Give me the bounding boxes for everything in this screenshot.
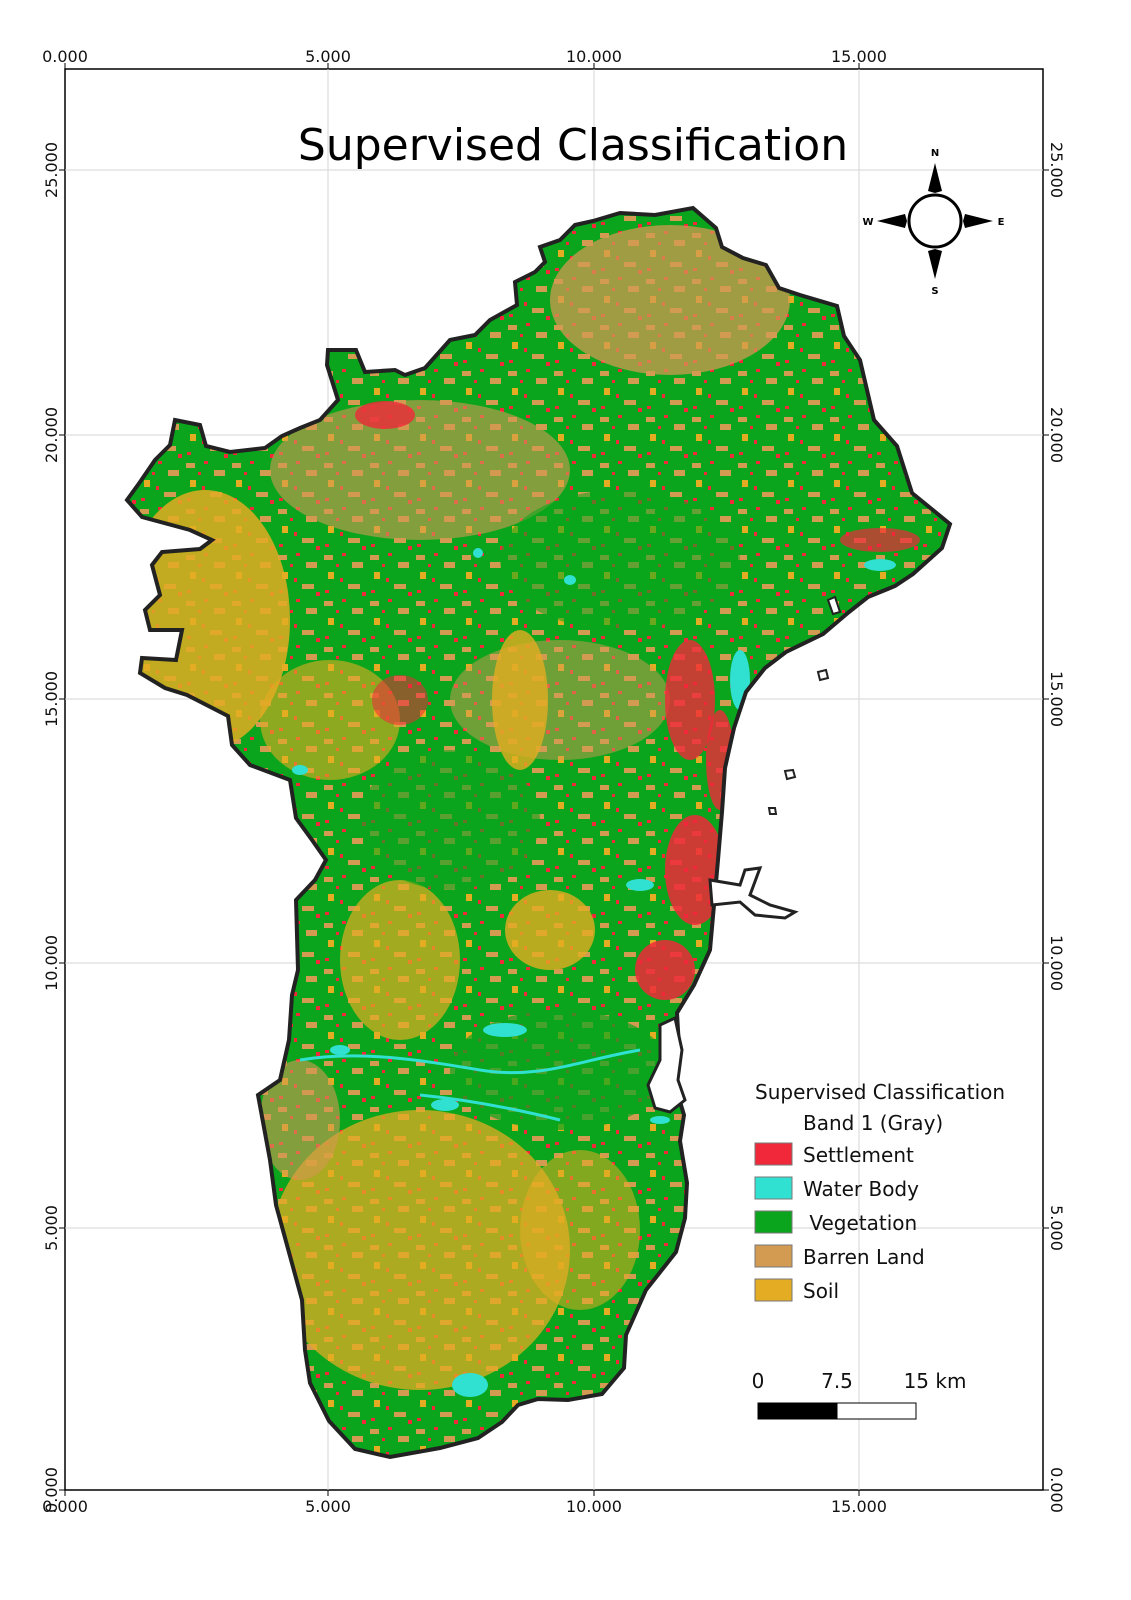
legend-title: Supervised Classification — [755, 1080, 1005, 1104]
vegetation-zone — [360, 750, 540, 890]
legend-swatch — [754, 1176, 793, 1200]
vegetation-zone — [500, 490, 740, 630]
map-title: Supervised Classification — [298, 120, 848, 171]
island — [767, 807, 778, 815]
water-body — [292, 765, 308, 775]
left-tick-labels: 25.000 20.000 15.000 10.000 5.000 0.000 — [42, 142, 61, 1513]
legend-label: Barren Land — [803, 1245, 925, 1269]
top-tick-label: 5.000 — [305, 47, 351, 66]
compass-n-label: N — [931, 148, 939, 159]
vegetation-zone — [450, 1010, 670, 1130]
compass-east-point — [963, 214, 993, 228]
legend-swatch — [754, 1244, 793, 1268]
left-tick-label: 20.000 — [42, 407, 61, 463]
compass-circle — [907, 193, 963, 249]
scale-bar: 0 7.5 15 km — [752, 1369, 967, 1420]
bottom-tick-label: 15.000 — [831, 1497, 887, 1516]
water-body — [483, 1023, 527, 1037]
island — [783, 768, 797, 781]
scale-label-mid: 7.5 — [821, 1369, 853, 1393]
settlement-zone — [635, 940, 695, 1000]
right-tick-labels: 25.000 20.000 15.000 10.000 5.000 0.000 — [1047, 142, 1066, 1513]
compass-north-point — [928, 163, 942, 193]
water-body — [452, 1373, 488, 1397]
legend-label: Soil — [803, 1279, 839, 1303]
legend-label: Settlement — [803, 1143, 914, 1167]
scale-bar-white-segment — [836, 1402, 917, 1420]
water-body — [626, 879, 654, 891]
barren-land-zone — [450, 640, 670, 760]
scale-label-0: 0 — [752, 1369, 765, 1393]
bottom-tick-labels: 0.000 5.000 10.000 15.000 — [42, 1497, 887, 1516]
legend: Supervised Classification Band 1 (Gray) … — [754, 1080, 1005, 1303]
compass-rose: N S E W — [862, 148, 1004, 297]
legend-swatch — [754, 1278, 793, 1302]
top-tick-labels: 0.000 5.000 10.000 15.000 — [42, 47, 887, 66]
legend-items: Settlement Water Body Vegetation Barren La… — [754, 1142, 925, 1303]
soil-zone — [260, 660, 400, 780]
left-tick-label: 0.000 — [42, 1467, 61, 1513]
compass-south-point — [928, 249, 942, 279]
compass-west-point — [877, 214, 907, 228]
compass-s-label: S — [931, 286, 938, 297]
compass-e-label: E — [998, 217, 1005, 228]
barren-land-zone — [550, 225, 790, 375]
right-tick-label: 5.000 — [1047, 1205, 1066, 1251]
island — [816, 668, 830, 682]
settlement-zone — [665, 640, 715, 760]
left-tick-label: 15.000 — [42, 671, 61, 727]
water-body — [864, 559, 896, 571]
soil-zone — [270, 1110, 570, 1390]
bottom-tick-label: 10.000 — [566, 1497, 622, 1516]
bottom-tick-label: 0.000 — [42, 1497, 88, 1516]
soil-zone — [340, 880, 460, 1040]
legend-subtitle: Band 1 (Gray) — [803, 1111, 943, 1135]
river — [419, 1093, 561, 1122]
right-tick-label: 25.000 — [1047, 142, 1066, 198]
tick-marks — [59, 63, 1049, 1496]
settlement-zone — [355, 401, 415, 429]
settlement-zone — [372, 675, 428, 725]
legend-label: Vegetation — [803, 1211, 917, 1235]
settlement-zone — [840, 528, 920, 552]
river — [299, 1048, 641, 1075]
island — [826, 595, 842, 616]
top-tick-label: 0.000 — [42, 47, 88, 66]
bottom-tick-label: 5.000 — [305, 1497, 351, 1516]
right-tick-label: 10.000 — [1047, 935, 1066, 991]
left-tick-label: 10.000 — [42, 935, 61, 991]
right-tick-label: 20.000 — [1047, 407, 1066, 463]
scale-bar-black-segment — [757, 1402, 838, 1420]
right-tick-label: 15.000 — [1047, 671, 1066, 727]
water-body — [564, 575, 576, 585]
scale-label-end: 15 km — [904, 1369, 967, 1393]
top-tick-label: 15.000 — [831, 47, 887, 66]
inlet-outline — [708, 866, 799, 920]
soil-zone — [520, 1150, 640, 1310]
water-body — [330, 1045, 350, 1055]
legend-label: Water Body — [803, 1177, 919, 1201]
legend-swatch — [754, 1142, 793, 1166]
barren-land-zone — [270, 400, 570, 540]
water-body — [473, 548, 483, 558]
left-tick-label: 25.000 — [42, 142, 61, 198]
water-body — [650, 1116, 670, 1124]
inlet-outline — [646, 1015, 687, 1114]
water-body — [431, 1099, 459, 1111]
left-tick-label: 5.000 — [42, 1205, 61, 1251]
compass-w-label: W — [862, 217, 873, 228]
top-tick-label: 10.000 — [566, 47, 622, 66]
soil-zone — [492, 630, 548, 770]
right-tick-label: 0.000 — [1047, 1467, 1066, 1513]
legend-swatch — [754, 1210, 793, 1234]
barren-land-zone — [260, 1060, 340, 1180]
soil-zone — [505, 890, 595, 970]
